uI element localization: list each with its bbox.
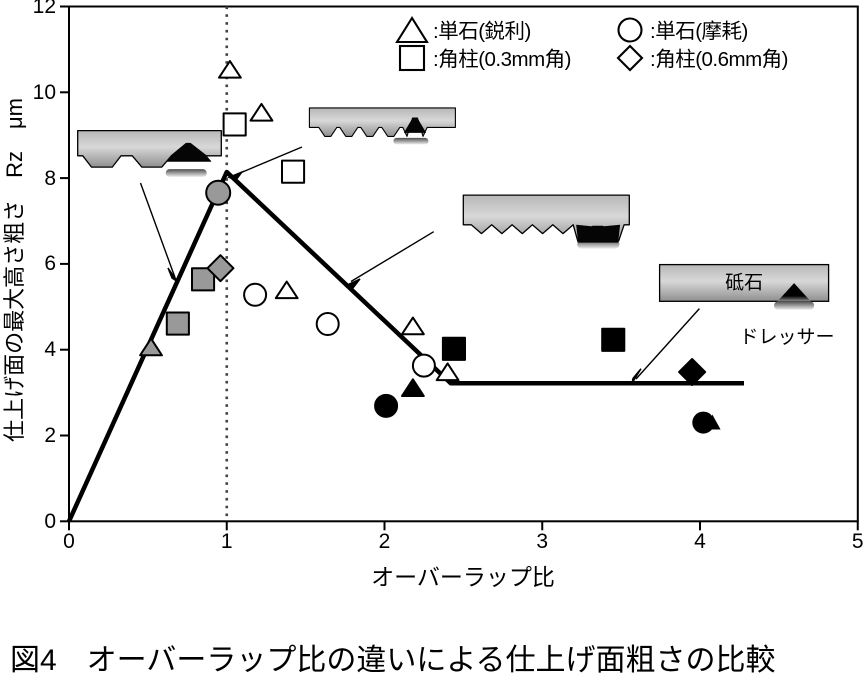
svg-text:10: 10 [33, 81, 56, 104]
svg-text:5: 5 [852, 530, 864, 553]
svg-text:図4 オーバーラップ比の違いによる仕上げ面粗さの比較: 図4 オーバーラップ比の違いによる仕上げ面粗さの比較 [10, 644, 775, 677]
svg-text:2: 2 [379, 530, 391, 553]
svg-text:4: 4 [694, 530, 706, 553]
svg-text:12: 12 [33, 0, 56, 18]
svg-text:0: 0 [63, 530, 75, 553]
svg-text:2: 2 [44, 424, 56, 447]
svg-text:砥石: 砥石 [725, 272, 763, 294]
svg-text:3: 3 [536, 530, 548, 553]
svg-text::単石(摩耗): :単石(摩耗) [650, 20, 748, 43]
svg-text:1: 1 [221, 530, 233, 553]
svg-text:6: 6 [44, 252, 56, 275]
svg-text::角柱(0.3mm角): :角柱(0.3mm角) [433, 48, 571, 71]
svg-text::単石(鋭利): :単石(鋭利) [433, 20, 531, 43]
svg-text:8: 8 [44, 167, 56, 190]
svg-text:ドレッサー: ドレッサー [739, 327, 834, 348]
svg-text::角柱(0.6mm角): :角柱(0.6mm角) [650, 48, 788, 71]
svg-text:オーバーラップ比: オーバーラップ比 [371, 564, 555, 590]
svg-text:仕上げ面の最大高さ粗さ Rz μm: 仕上げ面の最大高さ粗さ Rz μm [2, 98, 27, 442]
svg-text:0: 0 [44, 510, 56, 533]
svg-text:4: 4 [44, 338, 56, 361]
